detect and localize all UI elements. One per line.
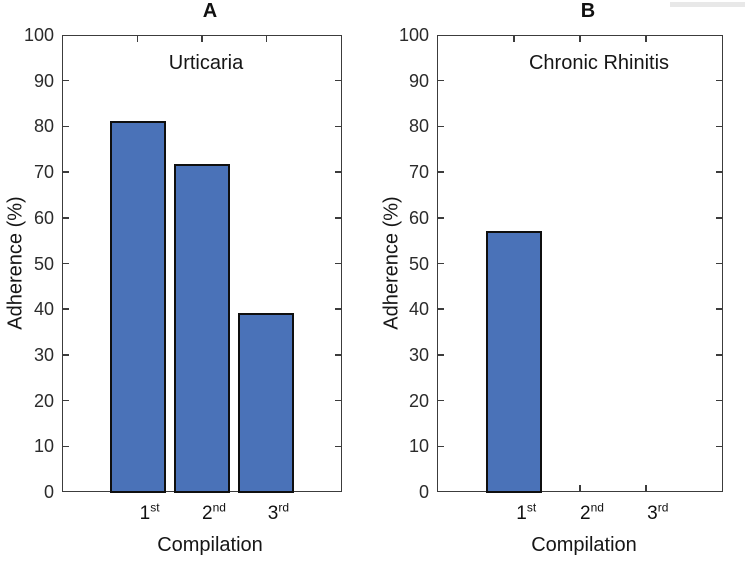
x-tick-label: 3rd <box>623 500 693 525</box>
panel-b-plot-area <box>437 35 723 492</box>
bar-2nd <box>174 164 230 493</box>
tick-mark <box>513 36 515 42</box>
tick-mark <box>63 217 69 219</box>
y-tick-label: 70 <box>408 162 429 183</box>
tick-mark <box>438 79 444 82</box>
panel-b-x-axis-label: Compilation <box>531 534 637 556</box>
tick-mark <box>645 485 647 491</box>
x-tick-superscript: rd <box>278 500 290 515</box>
y-tick-label: 80 <box>408 116 429 137</box>
panel-a-title: Urticaria <box>168 52 244 74</box>
x-tick-superscript: st <box>150 500 160 515</box>
tick-mark <box>63 308 69 310</box>
tick-mark <box>716 171 722 173</box>
y-tick-label: 10 <box>33 436 54 457</box>
panel-a-x-axis-label: Compilation <box>157 534 263 556</box>
y-tick-label: 20 <box>408 390 429 411</box>
tick-mark <box>438 125 444 128</box>
x-tick-superscript: rd <box>657 500 669 515</box>
tick-mark <box>335 354 341 356</box>
tick-mark <box>136 36 139 42</box>
y-tick-label: 30 <box>408 344 429 365</box>
y-tick-label: 60 <box>408 207 429 228</box>
tick-mark <box>335 217 341 219</box>
tick-mark <box>63 171 69 173</box>
tick-mark <box>63 262 69 265</box>
x-tick-base: 2 <box>202 503 213 524</box>
tick-mark <box>438 308 444 310</box>
scrollbar-artifact <box>670 2 745 7</box>
y-tick-label: 50 <box>408 253 429 274</box>
tick-mark <box>579 485 581 491</box>
tick-mark <box>438 399 444 402</box>
x-tick-base: 3 <box>647 503 658 524</box>
x-tick-label: 1st <box>115 500 185 525</box>
x-tick-base: 3 <box>267 503 279 524</box>
y-tick-label: 100 <box>23 25 54 45</box>
tick-mark <box>63 399 69 402</box>
tick-mark <box>438 217 444 219</box>
y-tick-label: 90 <box>408 70 429 91</box>
tick-mark <box>201 36 203 42</box>
panel-b-letter: B <box>580 0 596 22</box>
bar-1st <box>109 120 166 493</box>
x-tick-label: 3rd <box>243 500 313 525</box>
tick-mark <box>265 36 268 42</box>
tick-mark <box>438 445 444 448</box>
tick-mark <box>335 445 341 448</box>
y-tick-label: 60 <box>33 207 54 228</box>
y-tick-label: 10 <box>408 436 429 457</box>
bar-1st <box>486 230 543 493</box>
tick-mark <box>716 445 722 448</box>
y-tick-label: 0 <box>418 482 429 502</box>
x-tick-base: 2 <box>580 503 591 524</box>
tick-mark <box>63 445 69 448</box>
tick-mark <box>335 262 341 265</box>
y-tick-label: 90 <box>33 70 54 91</box>
tick-mark <box>335 171 341 173</box>
tick-mark <box>579 36 581 42</box>
tick-mark <box>335 308 341 310</box>
tick-mark <box>716 217 722 219</box>
x-tick-label: 2nd <box>557 500 627 525</box>
y-tick-label: 20 <box>33 390 54 411</box>
x-tick-base: 1 <box>139 503 151 524</box>
tick-mark <box>438 354 444 356</box>
y-tick-label: 30 <box>33 344 54 365</box>
bar-3rd <box>238 312 295 493</box>
tick-mark <box>716 354 722 356</box>
y-tick-label: 100 <box>398 25 429 45</box>
tick-mark <box>716 262 722 265</box>
tick-mark <box>716 399 722 402</box>
y-tick-label: 40 <box>408 299 429 320</box>
tick-mark <box>438 171 444 173</box>
x-tick-base: 1 <box>516 503 527 524</box>
tick-mark <box>716 308 722 310</box>
tick-mark <box>716 125 722 128</box>
y-tick-label: 50 <box>33 253 54 274</box>
y-tick-label: 0 <box>43 482 54 502</box>
x-tick-superscript: nd <box>212 500 226 515</box>
tick-mark <box>63 79 69 82</box>
y-tick-label: 80 <box>33 116 54 137</box>
x-tick-label: 2nd <box>179 500 249 525</box>
y-tick-label: 40 <box>33 299 54 320</box>
x-tick-superscript: st <box>526 500 537 515</box>
tick-mark <box>335 79 341 82</box>
tick-mark <box>335 399 341 402</box>
x-tick-label: 1st <box>491 500 561 525</box>
tick-mark <box>63 354 69 356</box>
panel-a-letter: A <box>202 0 218 22</box>
tick-mark <box>438 262 444 265</box>
tick-mark <box>645 36 647 42</box>
tick-mark <box>63 125 69 128</box>
panel-b-title: Chronic Rhinitis <box>528 52 670 74</box>
tick-mark <box>335 125 341 128</box>
tick-mark <box>716 79 722 82</box>
x-tick-superscript: nd <box>590 500 604 515</box>
y-tick-label: 70 <box>33 162 54 183</box>
